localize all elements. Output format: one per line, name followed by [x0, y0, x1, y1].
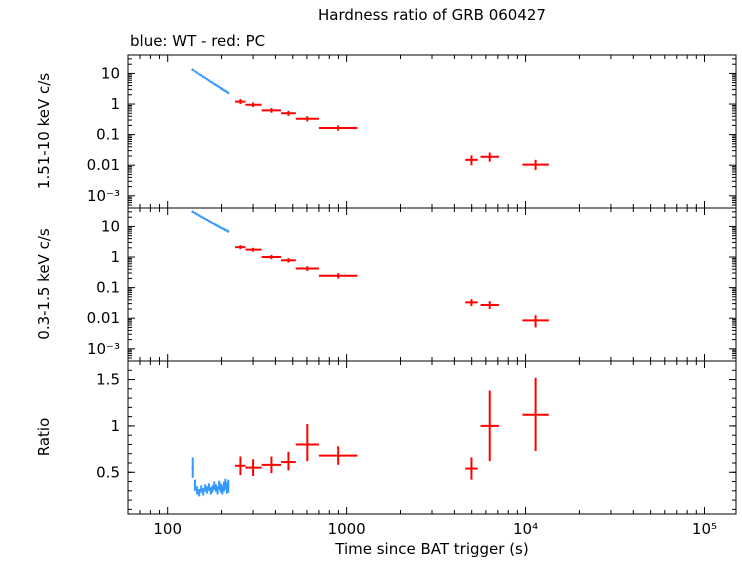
x-tick-label: 10⁵ — [692, 520, 717, 538]
x-tick-label: 1000 — [328, 520, 366, 538]
y-tick-label: 1 — [110, 95, 120, 113]
y-tick-label: 0.5 — [96, 463, 120, 481]
y-tick-label: 10 — [101, 64, 120, 82]
series-pc — [235, 377, 549, 480]
y-tick-label: 0.1 — [96, 279, 120, 297]
series-pc — [235, 99, 549, 170]
y-tick-label: 10⁻³ — [87, 187, 120, 205]
series-wt — [191, 457, 230, 497]
series-wt — [191, 68, 230, 95]
y-tick-label: 1.5 — [96, 371, 120, 389]
y-tick-label: 10 — [101, 217, 120, 235]
y-tick-label: 0.1 — [96, 126, 120, 144]
x-tick-label: 100 — [153, 520, 182, 538]
x-tick-label: 10⁴ — [513, 520, 538, 538]
panel-2: 0.5 1 1.5 — [96, 360, 737, 515]
x-axis-label: Time since BAT trigger (s) — [335, 540, 529, 558]
series-wt — [191, 210, 230, 233]
chart-legend-note: blue: WT - red: PC — [130, 32, 266, 50]
y-tick-label: 1 — [110, 248, 120, 266]
panel-border — [127, 54, 737, 209]
panel-border — [127, 360, 737, 515]
chart-title: Hardness ratio of GRB 060427 — [318, 6, 546, 24]
series-pc — [235, 245, 549, 328]
y-tick-label: 0.01 — [87, 309, 120, 327]
panel-0: 10 1 0.1 0.01 10⁻³ — [87, 54, 737, 209]
panel-border — [127, 207, 737, 362]
panel-1: 10 1 0.1 0.01 10⁻³ — [87, 207, 737, 362]
y-tick-label: 1 — [110, 417, 120, 435]
y-tick-label: 10⁻³ — [87, 340, 120, 358]
y-tick-label: 0.01 — [87, 156, 120, 174]
